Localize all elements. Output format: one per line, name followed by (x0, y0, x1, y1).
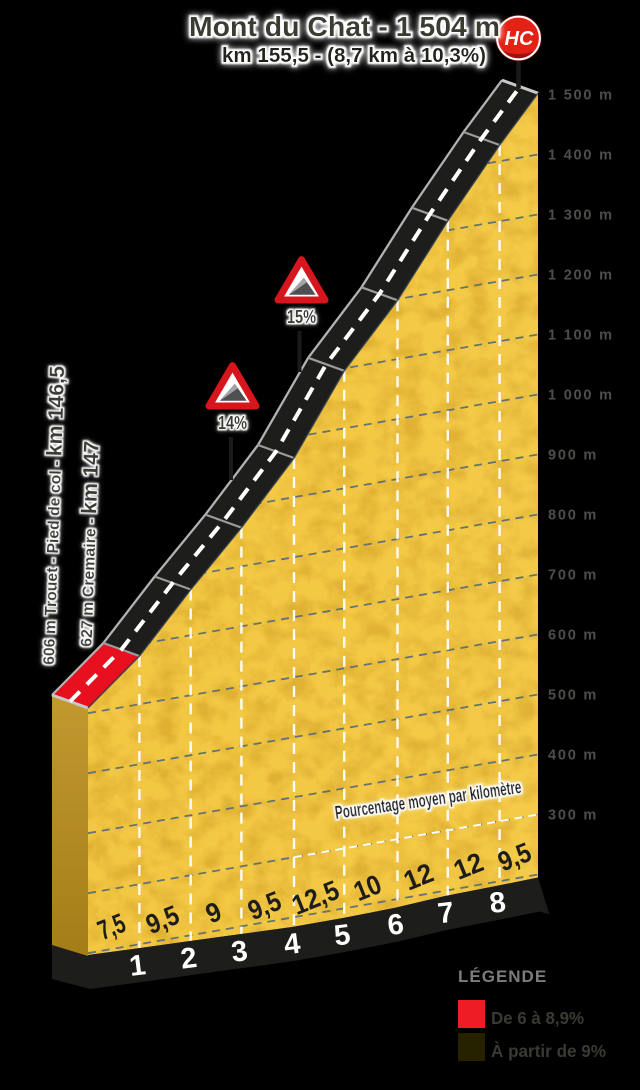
svg-text:1: 1 (128, 949, 148, 983)
svg-text:400 m: 400 m (548, 748, 598, 764)
svg-text:900 m: 900 m (548, 448, 598, 464)
svg-text:De 6 à 8,9%: De 6 à 8,9% (491, 1008, 584, 1028)
svg-text:3: 3 (230, 935, 250, 969)
svg-text:1 400 m: 1 400 m (548, 148, 614, 164)
svg-text:600 m: 600 m (548, 628, 598, 644)
svg-text:15%: 15% (287, 307, 316, 327)
svg-text:2: 2 (179, 942, 199, 976)
svg-text:km 155,5 - (8,7 km à 10,3%): km 155,5 - (8,7 km à 10,3%) (222, 44, 486, 67)
svg-text:14%: 14% (218, 413, 247, 433)
svg-text:7: 7 (436, 897, 456, 931)
svg-text:300 m: 300 m (548, 808, 598, 824)
svg-text:1 100 m: 1 100 m (548, 328, 614, 344)
svg-text:1 000 m: 1 000 m (548, 388, 614, 404)
svg-text:LÉGENDE: LÉGENDE (458, 967, 547, 986)
svg-text:5: 5 (332, 919, 352, 953)
svg-text:1 500 m: 1 500 m (548, 88, 614, 104)
svg-text:À partir de 9%: À partir de 9% (491, 1040, 606, 1061)
svg-text:6: 6 (386, 908, 406, 942)
svg-text:4: 4 (282, 928, 302, 962)
svg-text:700 m: 700 m (548, 568, 598, 584)
svg-text:HC: HC (505, 28, 534, 50)
svg-text:500 m: 500 m (548, 688, 598, 704)
svg-text:1 200 m: 1 200 m (548, 268, 614, 284)
svg-text:Mont du Chat - 1 504 m: Mont du Chat - 1 504 m (189, 11, 500, 42)
svg-text:1 300 m: 1 300 m (548, 208, 614, 224)
svg-text:800 m: 800 m (548, 508, 598, 524)
svg-text:8: 8 (488, 886, 508, 920)
